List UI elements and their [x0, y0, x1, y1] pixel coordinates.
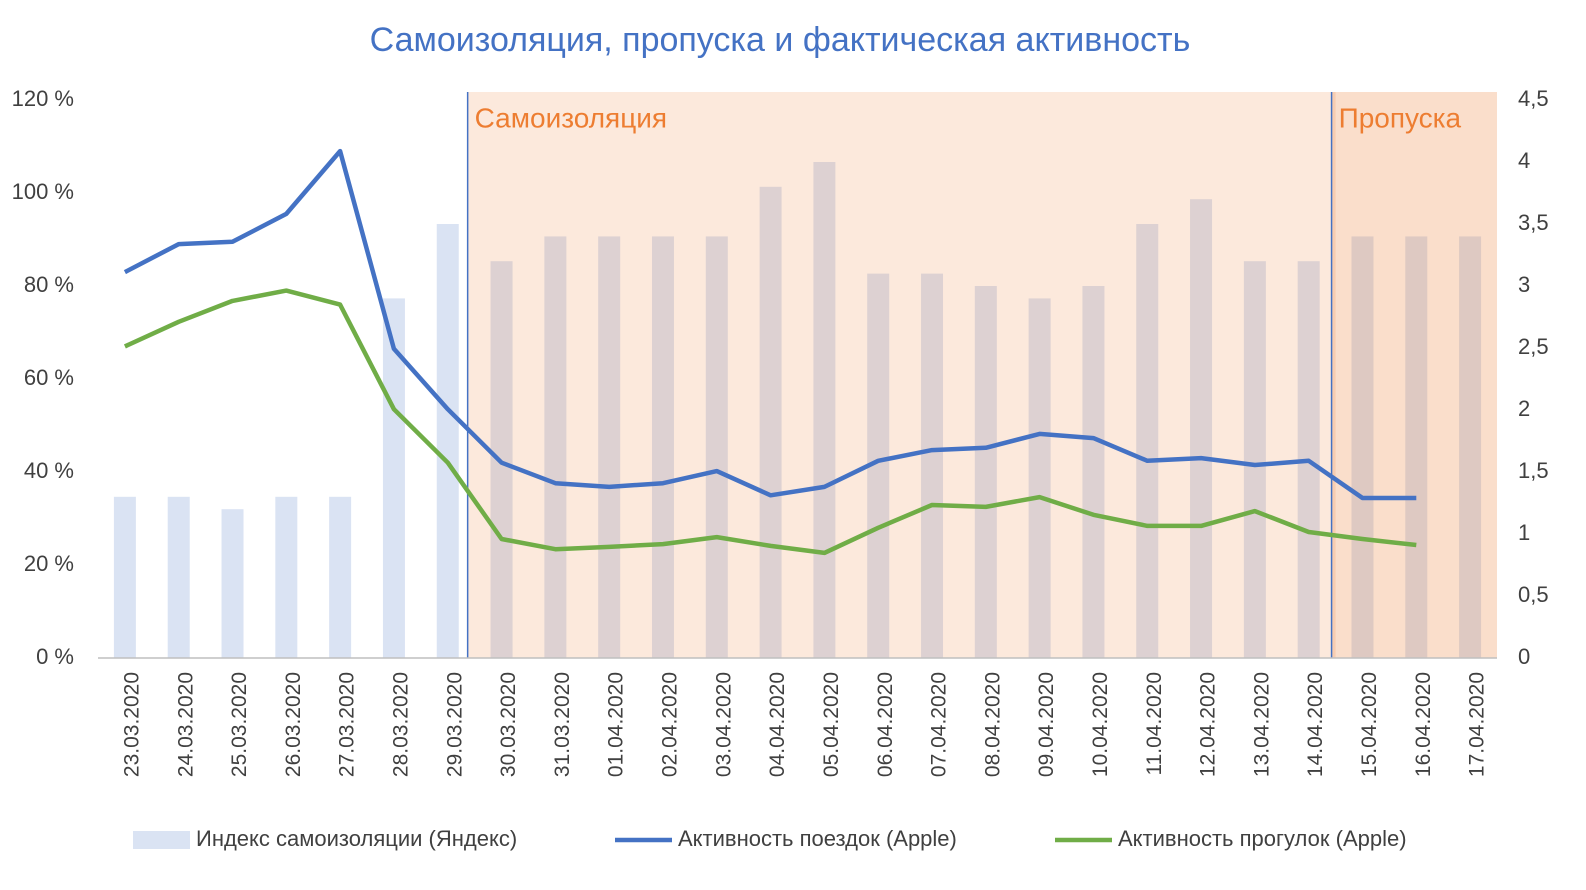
x-tick-label: 28.03.2020: [389, 672, 412, 777]
bar: [382, 298, 405, 658]
x-tick-label: 07.04.2020: [928, 672, 951, 777]
x-tick-label: 25.03.2020: [228, 672, 251, 777]
bar: [275, 496, 298, 658]
x-tick-label: 04.04.2020: [766, 672, 789, 777]
x-tick-label: 13.04.2020: [1250, 672, 1273, 777]
y-tick-label: 20 %: [24, 551, 74, 576]
y2-tick-label: 0,5: [1518, 582, 1549, 607]
y2-tick-label: 3,5: [1518, 210, 1549, 235]
x-tick-label: 24.03.2020: [174, 672, 197, 777]
y2-tick-label: 4: [1518, 148, 1530, 173]
bar: [436, 224, 459, 658]
bar: [705, 236, 728, 658]
bar: [598, 236, 621, 658]
bar: [813, 162, 836, 658]
bar: [974, 286, 997, 658]
x-tick-label: 29.03.2020: [443, 672, 466, 777]
y-tick-label: 100 %: [12, 179, 74, 204]
bar: [921, 273, 944, 658]
x-tick-label: 27.03.2020: [336, 672, 359, 777]
x-tick-label: 15.04.2020: [1358, 672, 1381, 777]
x-tick-label: 23.03.2020: [120, 672, 143, 777]
y2-tick-label: 0: [1518, 644, 1530, 669]
bar: [1082, 286, 1105, 658]
x-tick-label: 01.04.2020: [605, 672, 628, 777]
x-tick-label: 03.04.2020: [712, 672, 735, 777]
x-tick-label: 11.04.2020: [1143, 672, 1166, 776]
bar: [1190, 199, 1213, 658]
x-tick-label: 09.04.2020: [1035, 672, 1058, 777]
chart-title: Самоизоляция, пропуска и фактическая акт…: [370, 21, 1191, 59]
x-tick-label: 10.04.2020: [1089, 672, 1112, 777]
y2-tick-label: 1: [1518, 520, 1530, 545]
bar: [651, 236, 674, 658]
x-tick-label: 12.04.2020: [1197, 672, 1220, 777]
y-tick-label: 0 %: [36, 644, 74, 669]
bar: [1136, 224, 1159, 658]
bar: [759, 186, 782, 659]
y2-tick-label: 4,5: [1518, 86, 1549, 111]
y-tick-label: 120 %: [12, 86, 74, 111]
region-shade: [1331, 92, 1497, 658]
legend-label: Активность поездок (Apple): [678, 826, 957, 851]
region-label: Пропуска: [1339, 102, 1462, 133]
legend-label: Активность прогулок (Apple): [1118, 826, 1407, 851]
x-tick-label: 14.04.2020: [1304, 672, 1327, 777]
line-series: [123, 148, 1417, 501]
y2-tick-label: 2,5: [1518, 334, 1549, 359]
x-tick-label: 02.04.2020: [659, 672, 682, 777]
x-tick-label: 05.04.2020: [820, 672, 843, 777]
y-tick-label: 60 %: [24, 365, 74, 390]
bar: [1405, 236, 1428, 658]
x-tick-label: 06.04.2020: [874, 672, 897, 777]
bar: [1459, 236, 1482, 658]
bar: [167, 496, 190, 658]
x-tick-label: 08.04.2020: [981, 672, 1004, 777]
legend-label: Индекс самоизоляции (Яндекс): [196, 826, 517, 851]
bar: [113, 496, 136, 658]
region-shade: [467, 92, 1336, 658]
y-tick-label: 80 %: [24, 272, 74, 297]
bar: [544, 236, 567, 658]
bar: [1243, 261, 1266, 658]
x-tick-label: 16.04.2020: [1412, 672, 1435, 777]
bar: [329, 496, 352, 658]
x-tick-label: 30.03.2020: [497, 672, 520, 777]
x-tick-label: 17.04.2020: [1466, 672, 1489, 777]
y2-tick-label: 2: [1518, 396, 1530, 421]
bar: [1028, 298, 1051, 658]
y2-tick-label: 1,5: [1518, 458, 1549, 483]
region-label: Самоизоляция: [475, 102, 667, 133]
legend-swatch: [133, 831, 190, 849]
bar: [867, 273, 890, 658]
y-tick-label: 40 %: [24, 458, 74, 483]
line-series: [123, 288, 1417, 556]
bar: [1351, 236, 1374, 658]
x-tick-label: 31.03.2020: [551, 672, 574, 777]
bar: [221, 509, 244, 658]
y2-tick-label: 3: [1518, 272, 1530, 297]
x-tick-label: 26.03.2020: [282, 672, 305, 777]
